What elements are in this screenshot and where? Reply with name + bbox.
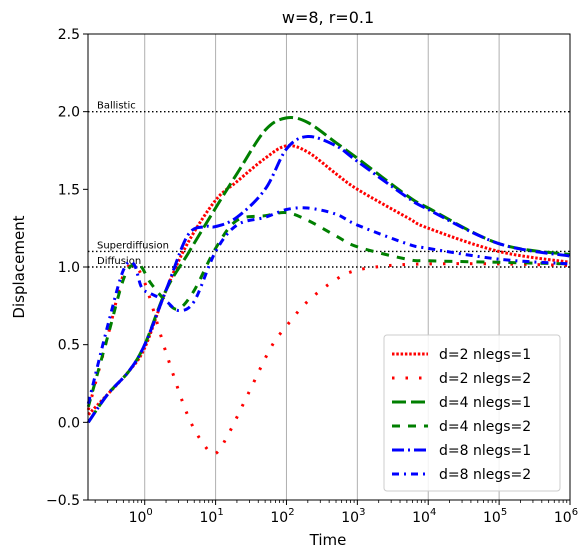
x-tick-label: 105 [483,507,507,526]
y-tick-label: 1.5 [58,182,80,198]
x-tick-label: 101 [199,507,223,526]
x-axis-label: Time [309,531,347,549]
y-tick-label: −0.5 [46,493,80,509]
series-line-5 [87,134,571,424]
x-tick-label: 103 [341,507,365,526]
reference-label-diffusion: Diffusion [97,256,141,267]
legend-box [383,334,561,492]
x-tick-label: 104 [412,507,436,526]
y-tick-label: 0.5 [58,338,80,354]
x-axis: 100 101 102 103 104 105 106 [94,500,578,526]
reference-label-superdiffusion: Superdiffusion [97,240,169,251]
legend: d=2 nlegs=1 d=2 nlegs=2 d=4 nlegs=1 d=4 nle… [383,334,561,492]
x-tick-label: 100 [129,507,153,526]
series-line-2 [86,262,571,456]
x-tick-label: 102 [270,507,294,526]
legend-label: d=4 nlegs=2 [439,419,531,435]
legend-label: d=8 nlegs=1 [439,443,531,459]
y-tick-label: 1.0 [58,260,80,276]
y-tick-label: 2.0 [58,105,80,121]
reference-label-ballistic: Ballistic [97,101,136,112]
y-axis-label: Displacement [10,215,28,318]
legend-label: d=2 nlegs=2 [439,371,531,387]
series-line-6 [86,206,571,405]
series-lines [86,115,571,456]
reference-lines: Ballistic Superdiffusion Diffusion [88,101,570,268]
y-axis: −0.5 0.0 0.5 1.0 1.5 2.0 2.5 [46,27,88,509]
y-tick-label: 0.0 [58,415,80,431]
legend-label: d=2 nlegs=1 [439,347,531,363]
legend-label: d=4 nlegs=1 [439,395,531,411]
chart-title: w=8, r=0.1 [282,8,374,27]
legend-label: d=8 nlegs=2 [439,467,531,483]
y-tick-label: 2.5 [58,27,80,43]
x-tick-label: 106 [554,507,578,526]
